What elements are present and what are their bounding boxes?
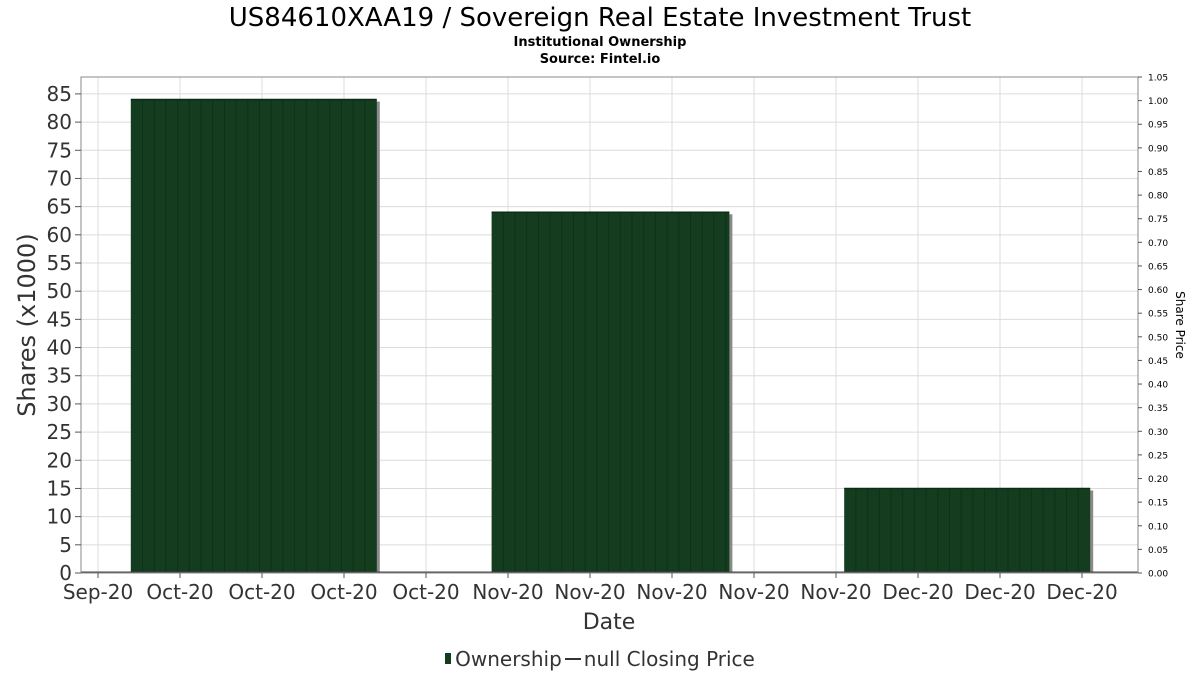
x-tick-label: Oct-20 bbox=[392, 580, 459, 604]
y2-axis-title: Share Price bbox=[1173, 291, 1187, 359]
ownership-bar bbox=[491, 212, 730, 574]
y-tick-label: 5 bbox=[59, 533, 72, 557]
x-tick-label: Oct-20 bbox=[310, 580, 377, 604]
y2-tick-label: 0.75 bbox=[1148, 215, 1168, 225]
y-tick-label: 0 bbox=[59, 561, 72, 585]
price-legend-label: null Closing Price bbox=[583, 647, 755, 671]
ownership-legend-label: Ownership bbox=[455, 647, 562, 671]
chart-title: US84610XAA19 / Sovereign Real Estate Inv… bbox=[228, 3, 972, 33]
chart-source: Source: Fintel.io bbox=[539, 52, 661, 67]
x-tick-label: Nov-20 bbox=[554, 580, 625, 604]
y-tick-label: 30 bbox=[47, 392, 72, 416]
y-tick-label: 60 bbox=[47, 223, 72, 247]
ownership-bar bbox=[130, 99, 377, 573]
y-tick-label: 85 bbox=[47, 82, 72, 106]
x-tick-label: Nov-20 bbox=[472, 580, 543, 604]
x-tick-label: Sep-20 bbox=[63, 580, 133, 604]
y2-tick-label: 0.00 bbox=[1148, 570, 1168, 580]
x-tick-label: Nov-20 bbox=[800, 580, 871, 604]
x-tick-label: Nov-20 bbox=[718, 580, 789, 604]
x-tick-label: Nov-20 bbox=[636, 580, 707, 604]
y2-tick-label: 0.95 bbox=[1148, 121, 1168, 131]
y-tick-label: 70 bbox=[47, 166, 72, 190]
x-axis-title: Date bbox=[583, 610, 636, 635]
price-legend-line bbox=[564, 657, 581, 660]
y-axis-title: Shares (x1000) bbox=[13, 233, 41, 416]
y2-tick-label: 0.85 bbox=[1148, 168, 1168, 178]
y-tick-label: 20 bbox=[47, 448, 72, 472]
y2-tick-label: 0.15 bbox=[1148, 499, 1168, 509]
x-tick-label: Oct-20 bbox=[228, 580, 295, 604]
y-tick-label: 35 bbox=[47, 364, 72, 388]
ownership-bar bbox=[844, 488, 1091, 573]
x-tick-label: Oct-20 bbox=[146, 580, 213, 604]
y-tick-label: 25 bbox=[47, 420, 72, 444]
y2-tick-label: 0.50 bbox=[1148, 333, 1168, 343]
y-tick-label: 55 bbox=[47, 251, 72, 275]
y2-tick-label: 0.70 bbox=[1148, 239, 1168, 249]
x-tick-label: Dec-20 bbox=[964, 580, 1035, 604]
x-tick-label: Dec-20 bbox=[882, 580, 953, 604]
y-tick-label: 10 bbox=[47, 505, 72, 529]
y2-tick-label: 0.90 bbox=[1148, 144, 1168, 154]
y2-tick-label: 0.65 bbox=[1148, 262, 1168, 272]
plot-frame bbox=[80, 76, 1139, 574]
y2-tick-label: 0.60 bbox=[1148, 286, 1168, 296]
y-tick-label: 80 bbox=[47, 110, 72, 134]
chart-legend: Ownership null Closing Price bbox=[0, 647, 1200, 671]
y2-tick-label: 0.80 bbox=[1148, 192, 1168, 202]
y2-tick-label: 0.40 bbox=[1148, 381, 1168, 391]
y2-tick-label: 0.45 bbox=[1148, 357, 1168, 367]
y-tick-label: 75 bbox=[47, 138, 72, 162]
y2-tick-label: 0.35 bbox=[1148, 404, 1168, 414]
y2-tick-label: 0.10 bbox=[1148, 522, 1168, 532]
y-tick-label: 45 bbox=[47, 307, 72, 331]
y2-tick-label: 0.25 bbox=[1148, 451, 1168, 461]
y2-tick-label: 1.05 bbox=[1148, 74, 1168, 84]
y2-tick-label: 0.30 bbox=[1148, 428, 1168, 438]
y2-tick-label: 1.00 bbox=[1148, 97, 1168, 107]
x-tick-label: Dec-20 bbox=[1046, 580, 1117, 604]
y-tick-label: 15 bbox=[47, 476, 72, 500]
y-tick-label: 65 bbox=[47, 195, 72, 219]
y-tick-label: 50 bbox=[47, 279, 72, 303]
ownership-legend-swatch bbox=[445, 653, 452, 664]
y2-tick-label: 0.55 bbox=[1148, 310, 1168, 320]
y-tick-label: 40 bbox=[47, 336, 72, 360]
chart-subtitle: Institutional Ownership bbox=[513, 35, 687, 50]
y2-tick-label: 0.05 bbox=[1148, 546, 1168, 556]
y2-tick-label: 0.20 bbox=[1148, 475, 1168, 485]
